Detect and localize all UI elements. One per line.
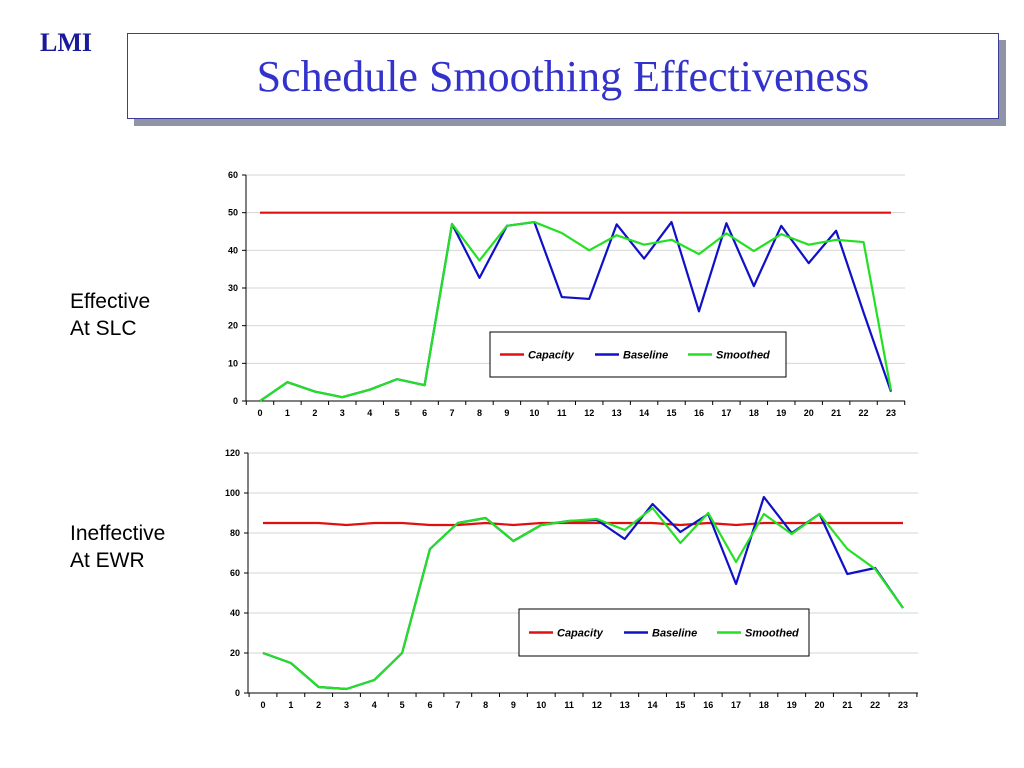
y-tick-label: 0	[233, 396, 238, 406]
x-tick-label: 2	[312, 408, 317, 418]
x-tick-label: 0	[260, 700, 265, 710]
legend-label-smoothed: Smoothed	[716, 350, 770, 362]
x-tick-label: 9	[511, 700, 516, 710]
y-tick-label: 60	[228, 170, 238, 180]
x-tick-label: 10	[529, 408, 539, 418]
chart1-label: Effective At SLC	[70, 288, 150, 342]
x-tick-label: 4	[372, 700, 377, 710]
x-tick-label: 6	[427, 700, 432, 710]
chart2-label: Ineffective At EWR	[70, 520, 165, 574]
y-tick-label: 60	[230, 568, 240, 578]
legend-label-capacity: Capacity	[528, 350, 575, 362]
x-tick-label: 19	[776, 408, 786, 418]
y-tick-label: 30	[228, 283, 238, 293]
x-tick-label: 16	[703, 700, 713, 710]
series-line-smoothed	[259, 220, 893, 402]
x-tick-label: 17	[731, 700, 741, 710]
series-line-baseline	[262, 495, 904, 691]
x-tick-label: 20	[815, 700, 825, 710]
chart1-label-line2: At SLC	[70, 317, 137, 340]
y-tick-label: 50	[228, 208, 238, 218]
x-tick-label: 1	[288, 700, 293, 710]
x-tick-label: 21	[831, 408, 841, 418]
x-tick-label: 3	[340, 408, 345, 418]
x-tick-label: 18	[759, 700, 769, 710]
legend-label-capacity: Capacity	[557, 628, 604, 640]
x-tick-label: 7	[450, 408, 455, 418]
x-tick-label: 22	[870, 700, 880, 710]
x-tick-label: 12	[584, 408, 594, 418]
series-line-capacity	[263, 521, 903, 527]
x-tick-label: 18	[749, 408, 759, 418]
x-tick-label: 8	[477, 408, 482, 418]
legend-label-baseline: Baseline	[623, 350, 668, 362]
x-tick-label: 11	[564, 700, 574, 710]
title-box: Schedule Smoothing Effectiveness	[127, 33, 999, 119]
y-tick-label: 0	[235, 688, 240, 698]
legend-box	[489, 331, 787, 378]
x-tick-label: 20	[804, 408, 814, 418]
y-tick-label: 120	[225, 448, 240, 458]
x-tick-label: 23	[886, 408, 896, 418]
series-line-smoothed	[262, 506, 904, 691]
x-tick-label: 14	[648, 700, 658, 710]
chart1-label-line1: Effective	[70, 290, 151, 313]
slide-title: Schedule Smoothing Effectiveness	[256, 51, 870, 101]
x-tick-label: 5	[400, 700, 405, 710]
x-tick-label: 8	[483, 700, 488, 710]
x-tick-label: 15	[675, 700, 685, 710]
x-tick-label: 22	[859, 408, 869, 418]
x-tick-label: 14	[639, 408, 649, 418]
legend-box	[518, 608, 810, 657]
x-tick-label: 4	[367, 408, 372, 418]
x-tick-label: 6	[422, 408, 427, 418]
x-tick-label: 7	[455, 700, 460, 710]
x-tick-label: 15	[667, 408, 677, 418]
x-tick-label: 2	[316, 700, 321, 710]
x-tick-label: 19	[787, 700, 797, 710]
lmi-logo: LMI	[40, 28, 92, 57]
x-tick-label: 17	[721, 408, 731, 418]
legend-label-baseline: Baseline	[652, 628, 697, 640]
legend-label-smoothed: Smoothed	[745, 628, 799, 640]
y-tick-label: 40	[228, 245, 238, 255]
x-tick-label: 9	[504, 408, 509, 418]
x-tick-label: 5	[395, 408, 400, 418]
x-tick-label: 3	[344, 700, 349, 710]
x-tick-label: 11	[557, 408, 567, 418]
y-tick-label: 100	[225, 488, 240, 498]
y-tick-label: 40	[230, 608, 240, 618]
x-tick-label: 10	[536, 700, 546, 710]
y-tick-label: 20	[230, 648, 240, 658]
x-tick-label: 0	[257, 408, 262, 418]
x-tick-label: 13	[612, 408, 622, 418]
x-tick-label: 12	[592, 700, 602, 710]
x-tick-label: 16	[694, 408, 704, 418]
x-tick-label: 23	[898, 700, 908, 710]
y-tick-label: 10	[228, 358, 238, 368]
y-tick-label: 80	[230, 528, 240, 538]
x-tick-label: 21	[842, 700, 852, 710]
x-tick-label: 13	[620, 700, 630, 710]
x-tick-label: 1	[285, 408, 290, 418]
y-tick-label: 20	[228, 321, 238, 331]
chart2-label-line2: At EWR	[70, 549, 145, 572]
chart2-label-line1: Ineffective	[70, 522, 166, 545]
